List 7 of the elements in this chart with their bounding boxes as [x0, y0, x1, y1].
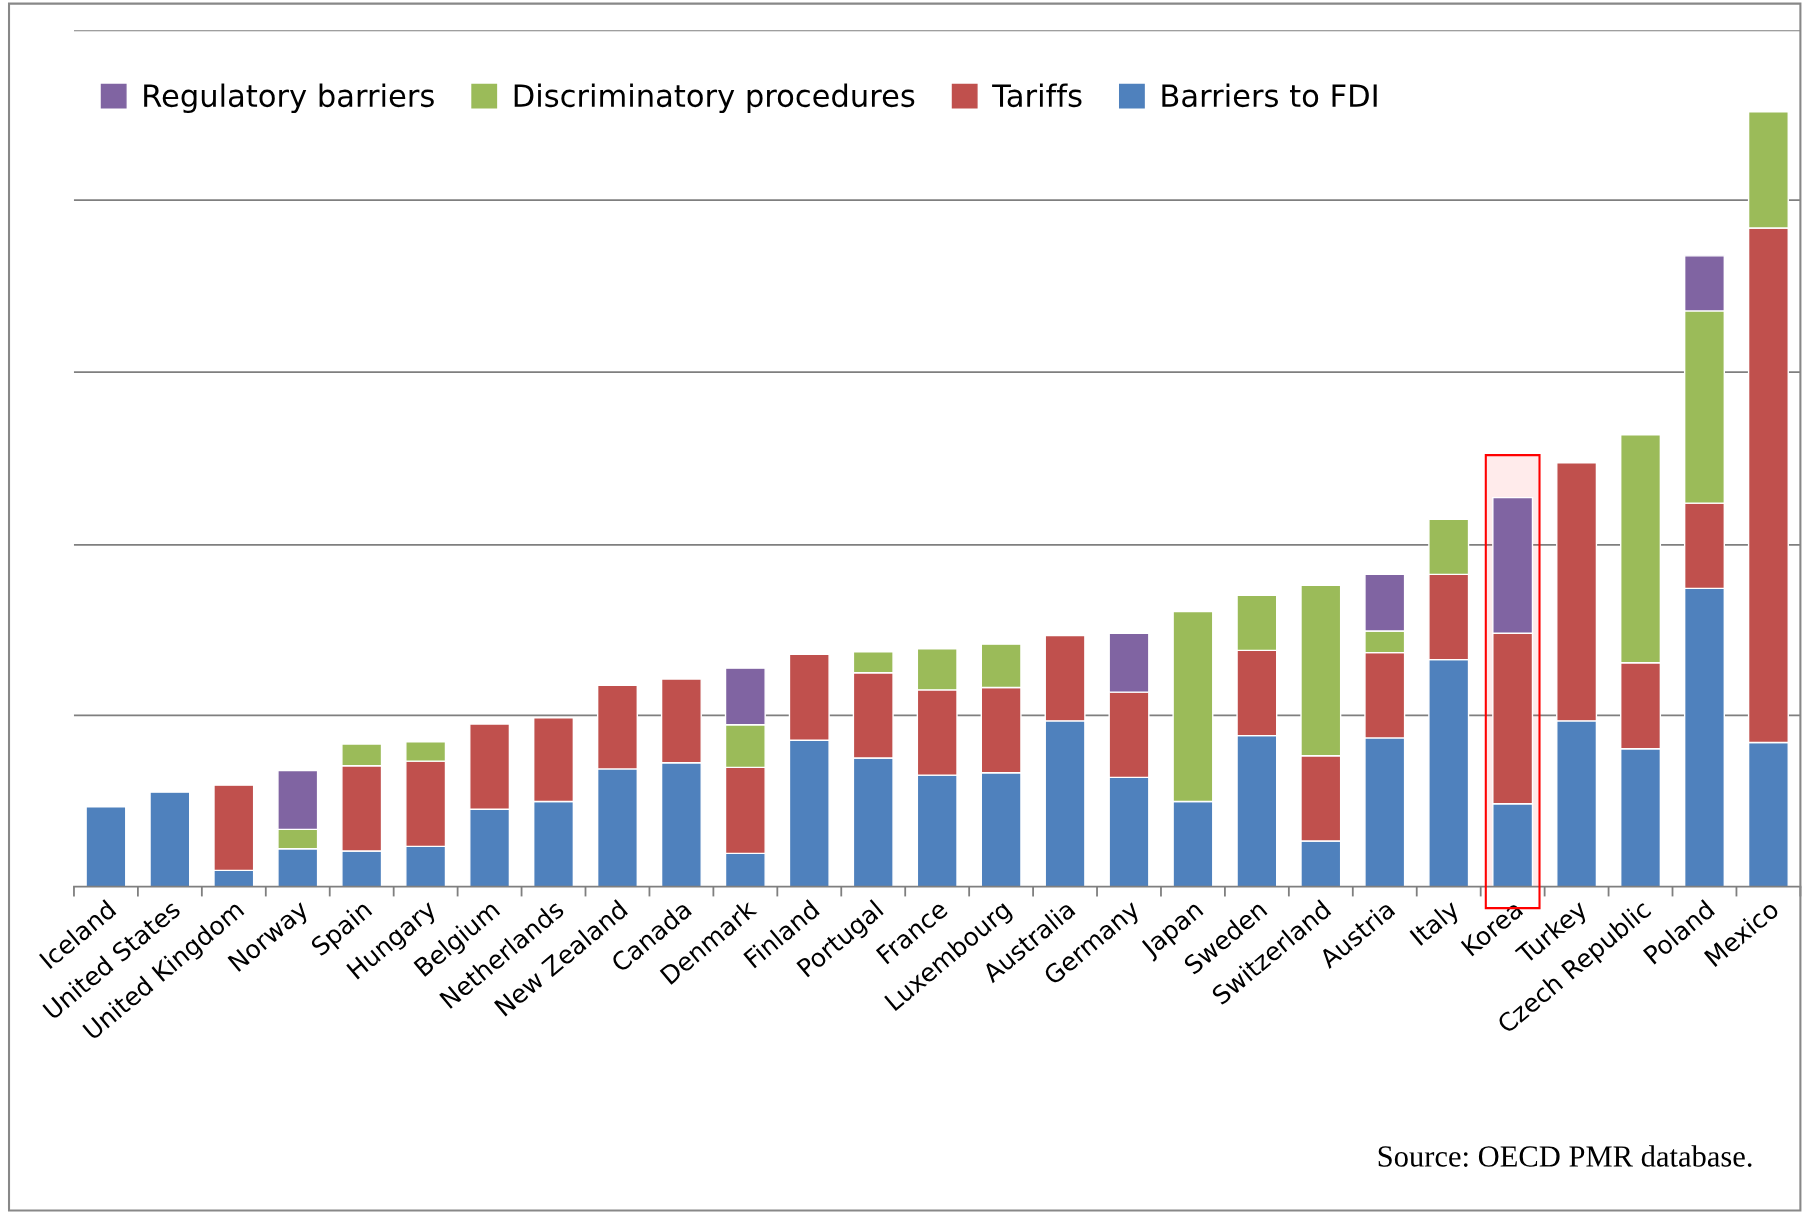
bar — [85, 806, 127, 887]
bar — [149, 791, 191, 887]
legend-label: Discriminatory procedures — [514, 83, 915, 114]
legend-label: Barriers to FDI — [1162, 83, 1377, 108]
legend-label: Tariffs — [992, 83, 1082, 108]
legend-label: Regulatory barriers — [144, 83, 434, 114]
source-note: Source: OECD PMR database. — [1378, 1145, 1752, 1167]
